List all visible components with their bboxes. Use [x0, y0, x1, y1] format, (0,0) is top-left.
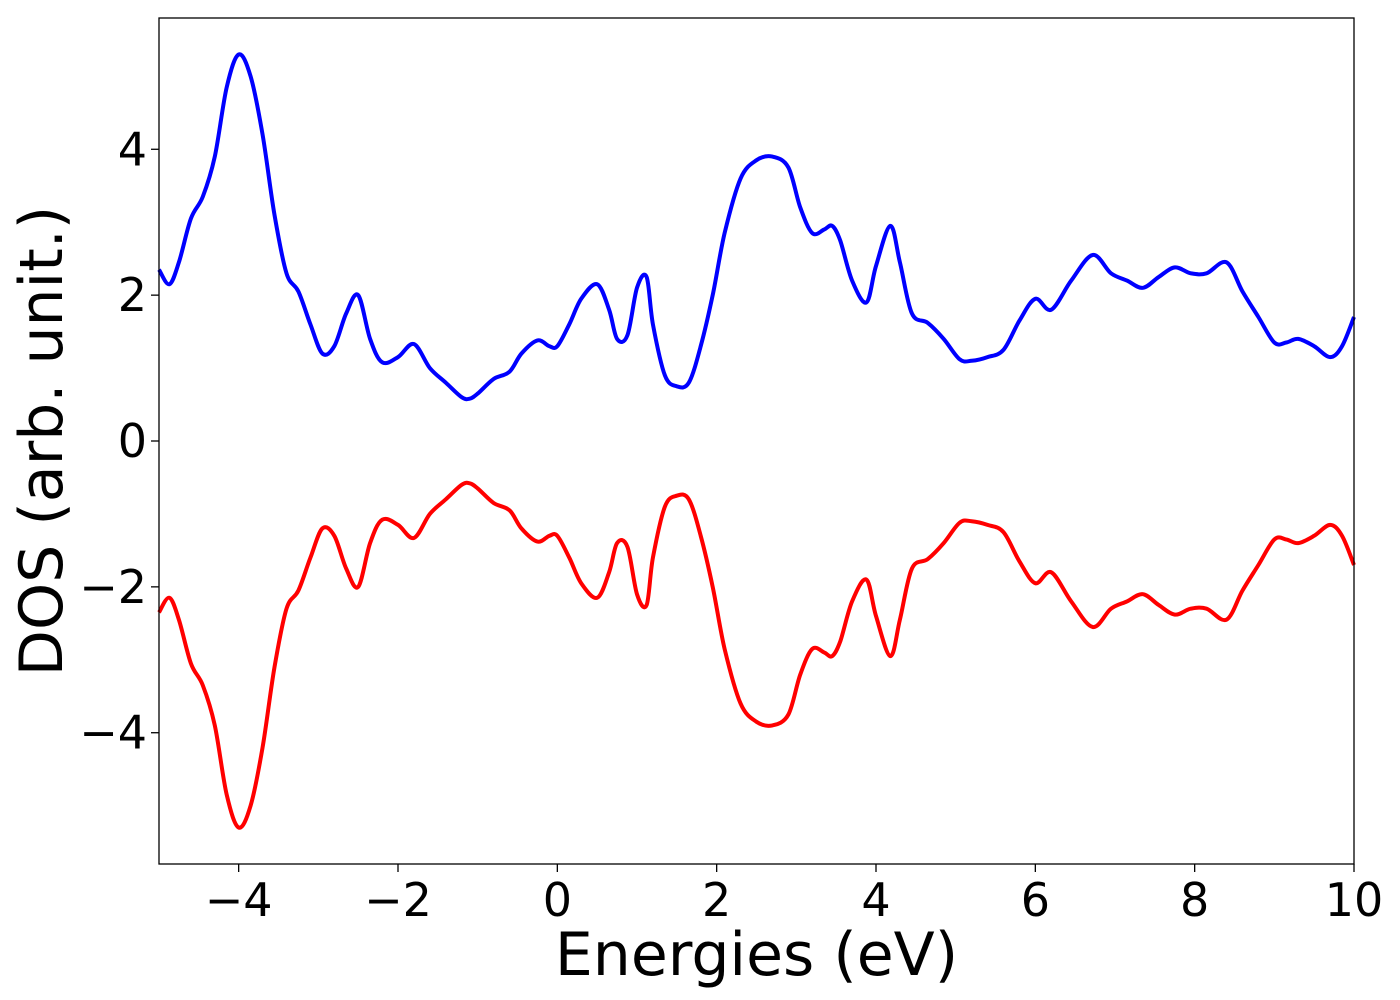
y-tick-label: 0 — [118, 414, 147, 468]
y-tick-label: 2 — [118, 268, 147, 322]
x-tick-label: −2 — [364, 873, 432, 927]
y-axis-title: DOS (arb. unit.) — [7, 206, 77, 676]
series-layer — [157, 52, 1356, 830]
dos-series-spin-down — [157, 480, 1356, 830]
y-tick-label: −2 — [79, 560, 147, 614]
x-tick-label: 4 — [861, 873, 890, 927]
x-axis-title: Energies (eV) — [555, 920, 958, 990]
y-tick-label: 4 — [118, 122, 147, 176]
dos-series-spin-up — [157, 52, 1356, 402]
x-tick-label: 6 — [1021, 873, 1050, 927]
y-tick-label: −4 — [79, 706, 147, 760]
x-tick-label: 8 — [1180, 873, 1209, 927]
x-tick-label: 2 — [702, 873, 731, 927]
x-tick-label: −4 — [205, 873, 273, 927]
x-tick-label: 0 — [543, 873, 572, 927]
ticks-layer: −4 −2 0 2 4 6 8 10 −4 −2 0 2 4 — [79, 122, 1383, 927]
x-tick-label: 10 — [1325, 873, 1384, 927]
